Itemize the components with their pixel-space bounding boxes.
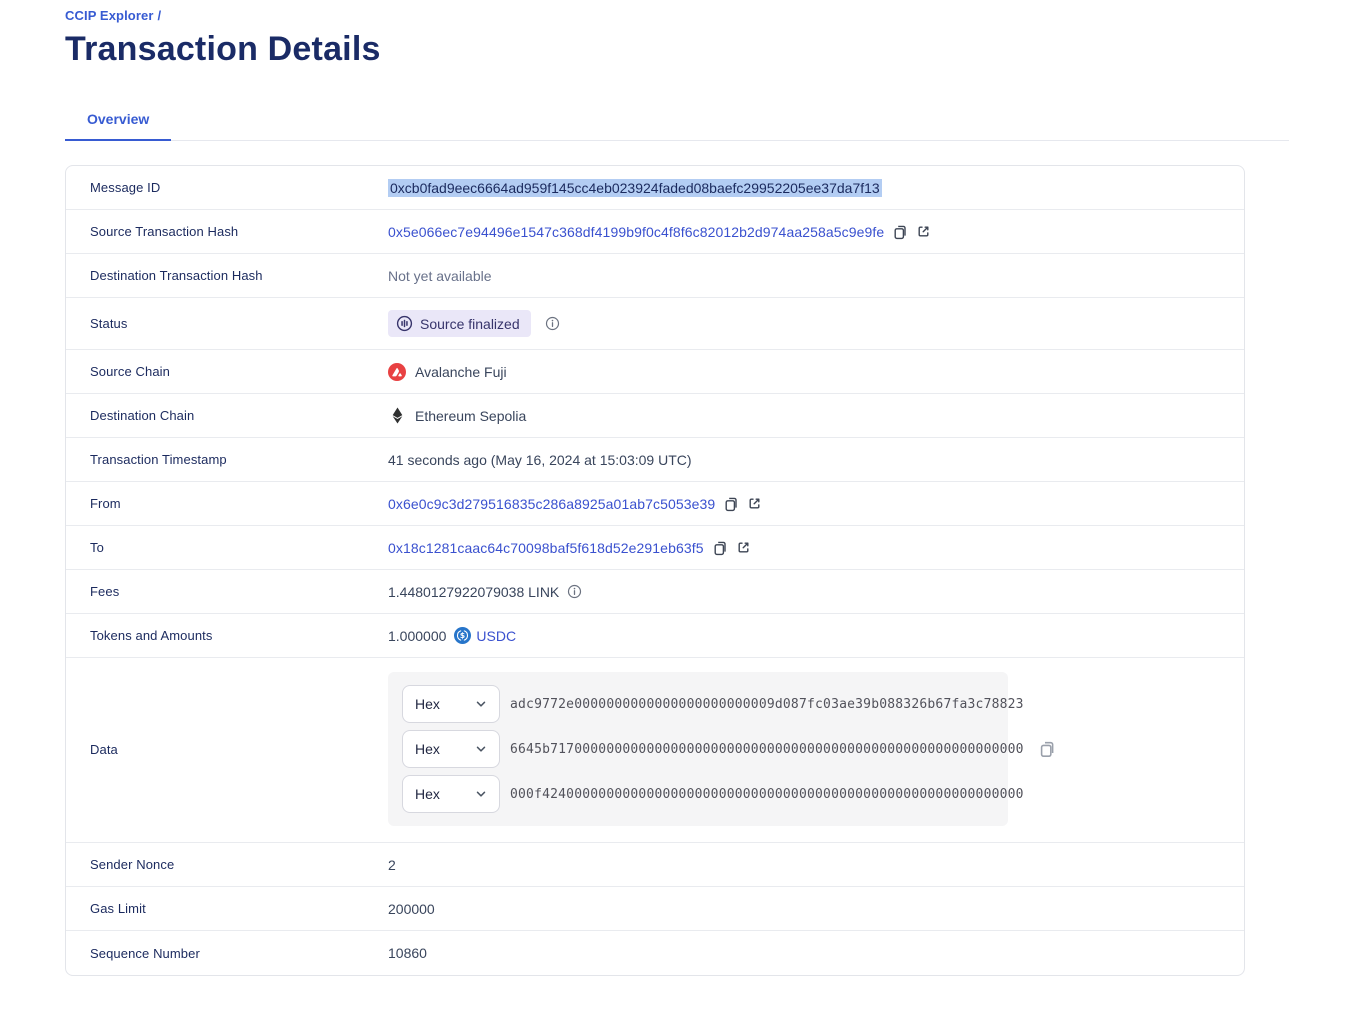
tokens-label: Tokens and Amounts <box>90 628 213 643</box>
sequence-number-value: 10860 <box>388 945 427 961</box>
external-link-icon[interactable] <box>916 224 931 239</box>
sender-nonce-label: Sender Nonce <box>90 857 175 872</box>
table-row-from: From 0x6e0c9c3d279516835c286a8925a01ab7c… <box>66 482 1244 526</box>
status-badge: Source finalized <box>388 310 531 337</box>
to-label: To <box>90 540 104 555</box>
status-label: Status <box>90 316 128 331</box>
dest-chain-value: Ethereum Sepolia <box>415 407 527 424</box>
chevron-down-icon <box>475 788 487 800</box>
chevron-down-icon <box>475 743 487 755</box>
table-row-destination-transaction-hash: Destination Transaction Hash Not yet ava… <box>66 254 1244 298</box>
table-row-transaction-timestamp: Transaction Timestamp 41 seconds ago (Ma… <box>66 438 1244 482</box>
tab-overview[interactable]: Overview <box>65 111 172 141</box>
copy-icon[interactable] <box>1038 740 1056 758</box>
dest-tx-hash-value: Not yet available <box>388 267 492 284</box>
data-hex-line: 000f424000000000000000000000000000000000… <box>510 786 1024 802</box>
data-label: Data <box>90 741 118 757</box>
timestamp-label: Transaction Timestamp <box>90 452 227 467</box>
hex-encoding-select[interactable]: Hex <box>402 775 500 813</box>
table-row-destination-chain: Destination Chain Ethereum Sepolia <box>66 394 1244 438</box>
info-icon[interactable] <box>545 316 560 331</box>
data-panel: Hex adc9772e0000000000000000000000009d08… <box>388 672 1024 826</box>
status-progress-icon <box>396 315 413 332</box>
breadcrumb: CCIP Explorer / <box>65 8 1289 23</box>
breadcrumb-separator: / <box>157 8 162 23</box>
copy-icon[interactable] <box>892 224 908 240</box>
token-amount: 1.000000 <box>388 627 447 644</box>
dest-chain-label: Destination Chain <box>90 408 195 423</box>
copy-icon[interactable] <box>723 496 739 512</box>
table-row-sequence-number: Sequence Number 10860 <box>66 931 1244 975</box>
sender-nonce-value: 2 <box>388 856 396 873</box>
tab-bar: Overview <box>65 111 1289 141</box>
from-label: From <box>90 496 121 511</box>
source-tx-hash-label: Source Transaction Hash <box>90 224 239 239</box>
gas-limit-label: Gas Limit <box>90 901 146 916</box>
message-id-value: 0xcb0fad9eec6664ad959f145cc4eb023924fade… <box>388 178 882 197</box>
table-row-status: Status Source finalized <box>66 298 1244 350</box>
message-id-label: Message ID <box>90 180 161 195</box>
source-chain-label: Source Chain <box>90 364 170 379</box>
to-address-link[interactable]: 0x18c1281caac64c70098baf5f618d52e291eb63… <box>388 539 704 556</box>
source-chain-value: Avalanche Fuji <box>415 363 507 380</box>
svg-text:$: $ <box>460 631 465 640</box>
source-tx-hash-link[interactable]: 0x5e066ec7e94496e1547c368df4199b9f0c4f8f… <box>388 223 885 240</box>
hex-encoding-select[interactable]: Hex <box>402 730 500 768</box>
data-hex-line: 6645b71700000000000000000000000000000000… <box>510 741 1024 757</box>
table-row-gas-limit: Gas Limit 200000 <box>66 887 1244 931</box>
external-link-icon[interactable] <box>747 496 762 511</box>
breadcrumb-link-ccip-explorer[interactable]: CCIP Explorer <box>65 8 154 23</box>
token-symbol: USDC <box>476 627 517 644</box>
data-hex-line: adc9772e0000000000000000000000009d087fc0… <box>510 696 1024 712</box>
hex-select-value: Hex <box>415 786 440 802</box>
table-row-source-transaction-hash: Source Transaction Hash 0x5e066ec7e94496… <box>66 210 1244 254</box>
external-link-icon[interactable] <box>736 540 751 555</box>
avalanche-icon <box>388 362 406 381</box>
hex-select-value: Hex <box>415 696 440 712</box>
page-title: Transaction Details <box>65 30 381 68</box>
dest-tx-hash-label: Destination Transaction Hash <box>90 268 263 283</box>
copy-icon[interactable] <box>712 540 728 556</box>
gas-limit-value: 200000 <box>388 900 435 917</box>
sequence-number-label: Sequence Number <box>90 945 200 961</box>
hex-encoding-select[interactable]: Hex <box>402 685 500 723</box>
chevron-down-icon <box>475 698 487 710</box>
table-row-sender-nonce: Sender Nonce 2 <box>66 843 1244 887</box>
table-row-fees: Fees 1.4480127922079038 LINK <box>66 570 1244 614</box>
fees-label: Fees <box>90 584 120 599</box>
table-row-tokens-and-amounts: Tokens and Amounts 1.000000 $ USDC <box>66 614 1244 658</box>
status-badge-text: Source finalized <box>420 315 520 332</box>
table-row-data: Data Hex adc9772e00000000000000000000000… <box>66 658 1244 843</box>
fees-value: 1.4480127922079038 LINK <box>388 583 560 600</box>
data-line: Hex 000f42400000000000000000000000000000… <box>402 775 1024 813</box>
transaction-details-page: CCIP Explorer / Transaction Details Overv… <box>65 8 1289 976</box>
data-line: Hex adc9772e0000000000000000000000009d08… <box>402 685 1024 723</box>
table-row-to: To 0x18c1281caac64c70098baf5f618d52e291e… <box>66 526 1244 570</box>
from-address-link[interactable]: 0x6e0c9c3d279516835c286a8925a01ab7c5053e… <box>388 495 716 512</box>
token-link-usdc[interactable]: $ USDC <box>454 627 516 644</box>
table-row-source-chain: Source Chain Avalanche Fuji <box>66 350 1244 394</box>
data-line: Hex 6645b7170000000000000000000000000000… <box>402 730 1024 768</box>
timestamp-value: 41 seconds ago (May 16, 2024 at 15:03:09… <box>388 451 692 468</box>
ethereum-icon <box>388 407 406 424</box>
details-table: Message ID 0xcb0fad9eec6664ad959f145cc4e… <box>65 165 1245 976</box>
usdc-icon: $ <box>454 627 472 644</box>
table-row-message-id: Message ID 0xcb0fad9eec6664ad959f145cc4e… <box>66 166 1244 210</box>
info-icon[interactable] <box>567 584 582 599</box>
hex-select-value: Hex <box>415 741 440 757</box>
